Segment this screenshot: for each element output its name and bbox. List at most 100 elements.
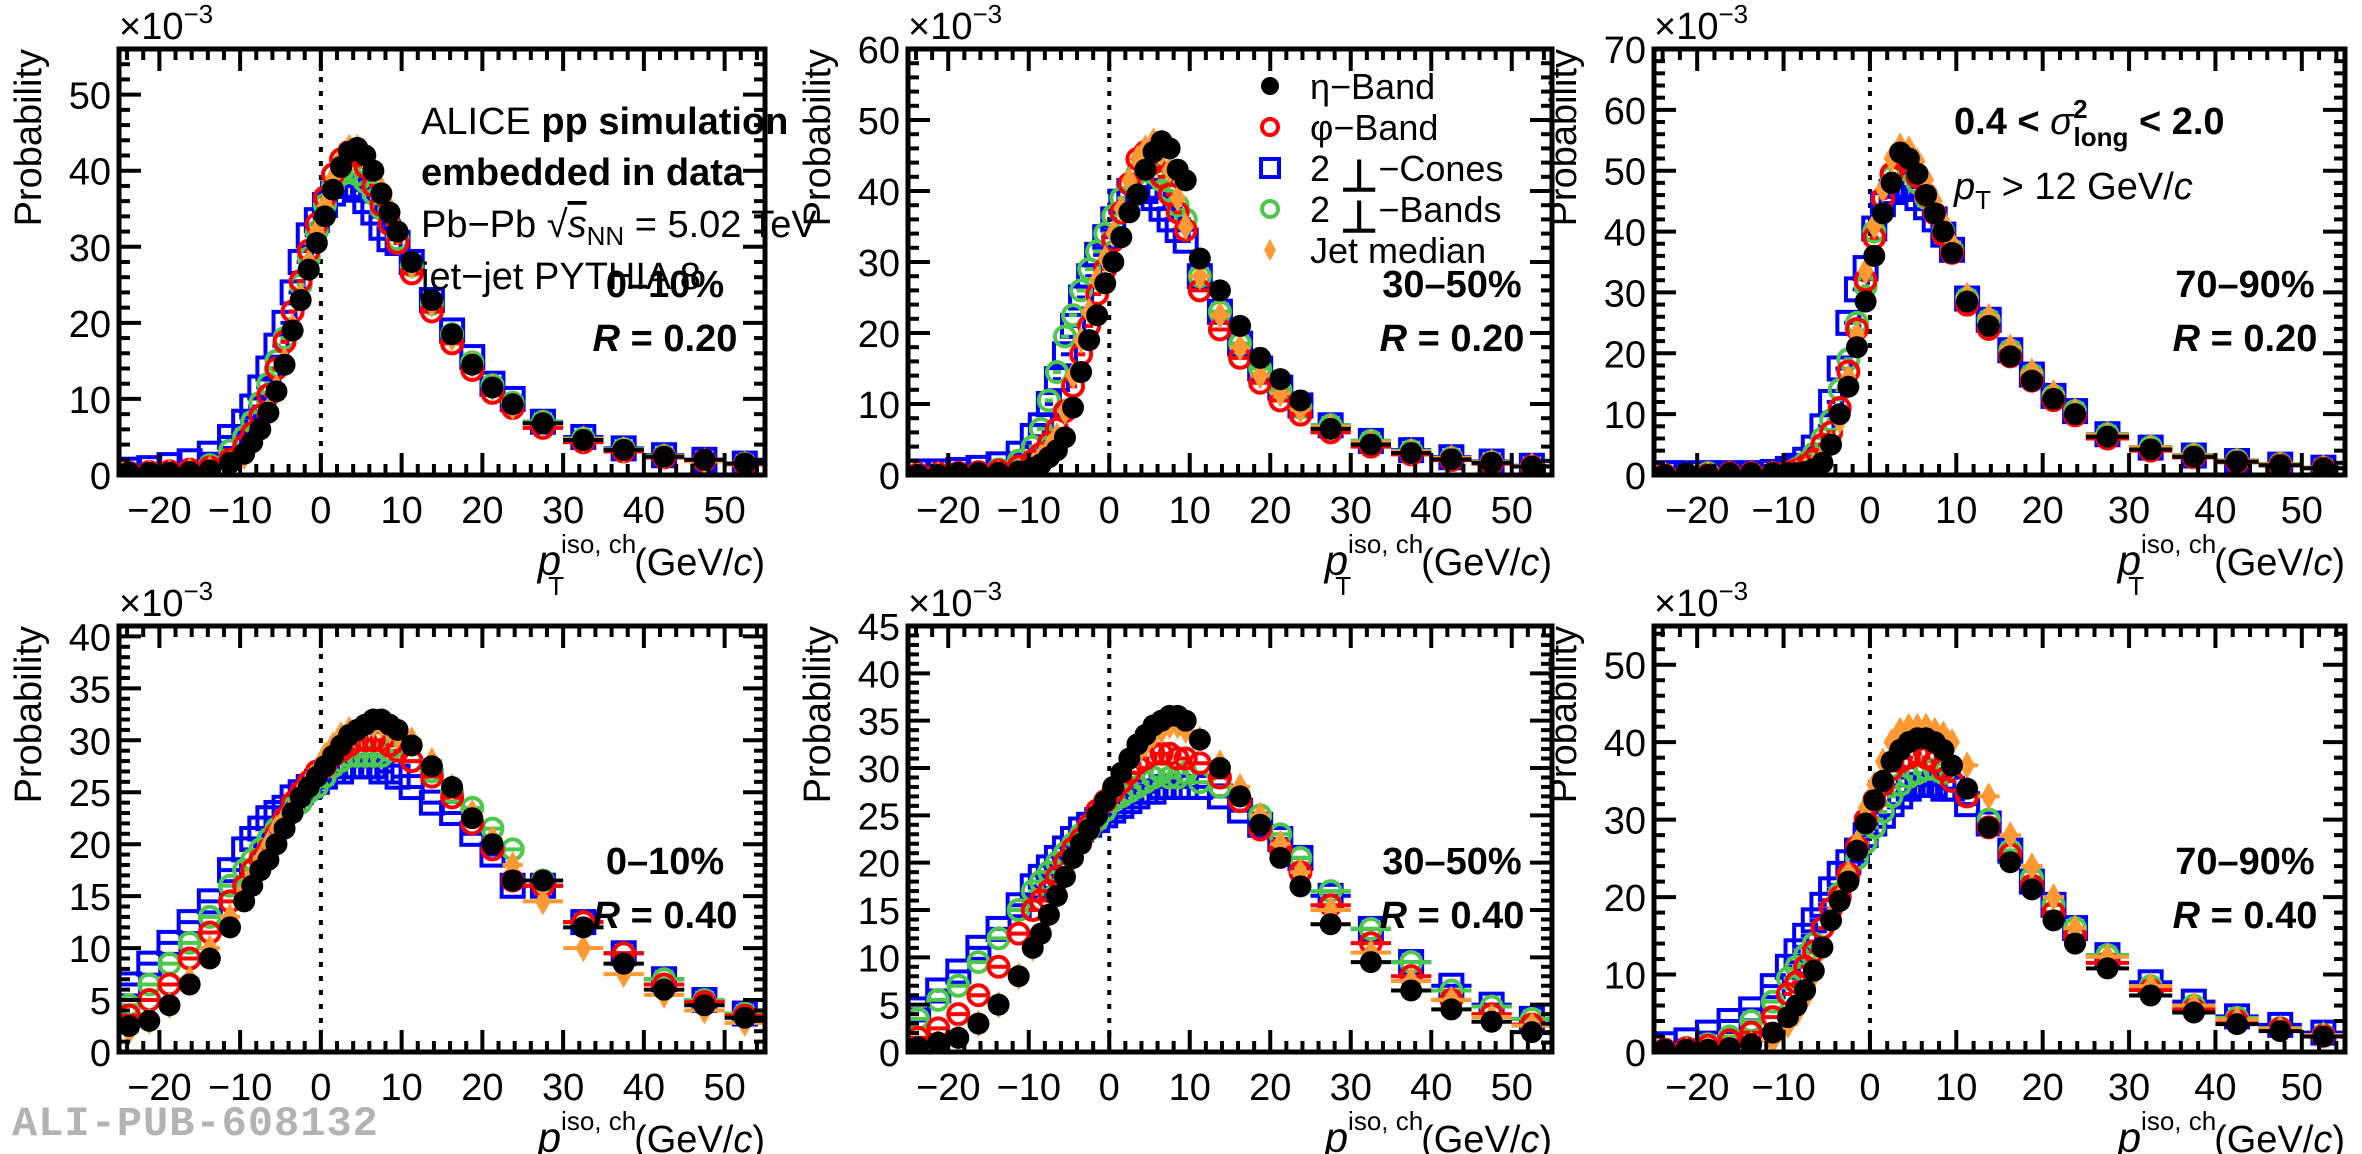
data-points [119,133,765,475]
marker-filled-diamond [2045,883,2062,912]
x-tick-label: 50 [2281,490,2323,532]
marker-open-circle [926,987,951,1012]
x-tick-label: −20 [1665,490,1729,532]
y-tick-label: 35 [858,702,900,744]
x-label-c: c [733,542,752,584]
x-axis-label: piso, ch T (GeV/c) [1323,529,1552,601]
x-label-p: p [536,537,561,584]
marker-filled-circle [378,201,401,224]
x-tick-label: 50 [703,490,745,532]
marker-filled-circle [733,1006,756,1029]
marker-filled-circle [1828,889,1851,912]
plot-frame [1651,46,2348,478]
y-tick-label: 20 [1604,334,1646,376]
marker-filled-circle [198,947,221,970]
y-tick-label: 40 [69,152,111,194]
y-tick-label: 25 [69,773,111,815]
marker-filled-circle [1845,336,1868,359]
marker-filled-circle [1174,709,1197,732]
panel-p3: −20 −10 0 10 20 30 40 50 0 10 20 30 40 50 60 70×10−3 Pro… [1543,0,2348,601]
marker-filled-diamond [1191,262,1208,291]
marker-filled-circle [1520,1021,1543,1044]
y-tick-label: 50 [1604,152,1646,194]
marker-filled-circle [305,231,328,254]
pt-threshold: > 12 GeV/ [1991,166,2174,208]
marker-filled-circle [2042,387,2065,410]
marker-filled-circle [1880,171,1903,194]
series-eta-band [908,704,1552,1052]
marker-filled-circle [1906,162,1929,185]
y-axis-label: Probability [8,49,50,226]
marker-filled-circle [1289,389,1312,412]
marker-filled-circle [2064,403,2087,426]
marker-open-circle [1044,360,1069,385]
x-tick-label: 10 [380,490,422,532]
y-tick-label: 50 [1604,646,1646,688]
legend-marker-open-square [1259,157,1281,179]
marker-filled-circle [1269,846,1292,869]
y-tick-label: 20 [69,304,111,346]
x-tick-label: 30 [1330,1067,1372,1109]
marker-filled-circle [987,461,1010,475]
x-label-superscript: iso, ch [2141,1106,2216,1136]
marker-filled-circle [531,412,554,435]
marker-filled-circle [1174,169,1197,192]
marker-filled-diamond [1169,184,1186,213]
x-tick-label: 30 [542,1067,584,1109]
marker-filled-circle [321,178,344,201]
y-tick-label: 10 [1604,395,1646,437]
legend-marker-open-circle [1260,199,1280,219]
marker-filled-circle [178,973,201,996]
marker-filled-circle [2042,909,2065,932]
marker-filled-circle [572,916,595,939]
y-axis-multiplier: ×10−3 [119,0,213,48]
annotation-generator: jet−jet PYTHIA 8 [420,256,701,298]
marker-filled-circle [281,319,304,342]
x-label-subscript: T [1335,571,1351,601]
annotation-collision-system: Pb−Pb [421,204,547,246]
y-tick-label: 20 [1604,878,1646,920]
radius-symbol: R [1380,895,1408,937]
marker-filled-circle [1053,865,1076,888]
x-label-close: ) [1539,1119,1552,1154]
x-tick-label: 10 [1169,490,1211,532]
annotation-pt-cut: pT > 12 GeV/c [1953,166,2193,215]
marker-filled-circle [1319,913,1342,936]
multiplier-base: ×10 [908,583,972,625]
x-tick-label: 10 [1935,490,1977,532]
x-label-subscript: T [548,1148,564,1154]
data-points [908,704,1552,1052]
marker-filled-circle [370,182,393,205]
centrality-label: 0–10% [606,264,724,306]
x-tick-label: 40 [1410,1067,1452,1109]
marker-open-circle [1052,324,1077,349]
y-tick-label: 15 [858,891,900,933]
x-tick-label: −10 [997,1067,1061,1109]
marker-open-circle [986,954,1011,979]
jet-radius-label: R = 0.20 [1380,318,1525,360]
x-label-close: ) [2332,1119,2345,1154]
x-tick-label: −20 [1665,1067,1729,1109]
x-tick-label: 20 [461,490,503,532]
cut-lower: 0.4 < [1954,101,2050,143]
legend-entry-perp-cones: 2 ⊥−Cones [1259,148,1503,201]
marker-filled-circle [2139,984,2162,1007]
jet-radius-label: R = 0.40 [593,895,738,937]
y-tick-label: 15 [69,877,111,919]
panel-p2: −20 −10 0 10 20 30 40 50 0 10 20 30 40 50 60×10−3 Proba… [797,0,1555,601]
multiplier-base: ×10 [1654,583,1718,625]
legend-entry-perp-bands: 2 ⊥−Bands [1260,189,1501,242]
annotation-energy: = 5.02 TeV [624,204,817,246]
marker-filled-circle [198,459,221,475]
y-tick-label: 0 [1625,1033,1646,1075]
marker-filled-circle [2226,1013,2249,1036]
marker-filled-circle [2064,932,2087,955]
marker-open-circle [197,904,222,929]
marker-filled-circle [297,258,320,281]
legend-marker-filled-diamond [1264,239,1276,261]
annotation-shower-shape-cut: 0.4 < σ2 long < 2.0 [1954,94,2225,152]
x-tick-label: 50 [1491,1067,1533,1109]
marker-filled-circle [1102,251,1125,273]
marker-filled-circle [1854,290,1877,313]
multiplier-base: ×10 [1654,6,1718,48]
